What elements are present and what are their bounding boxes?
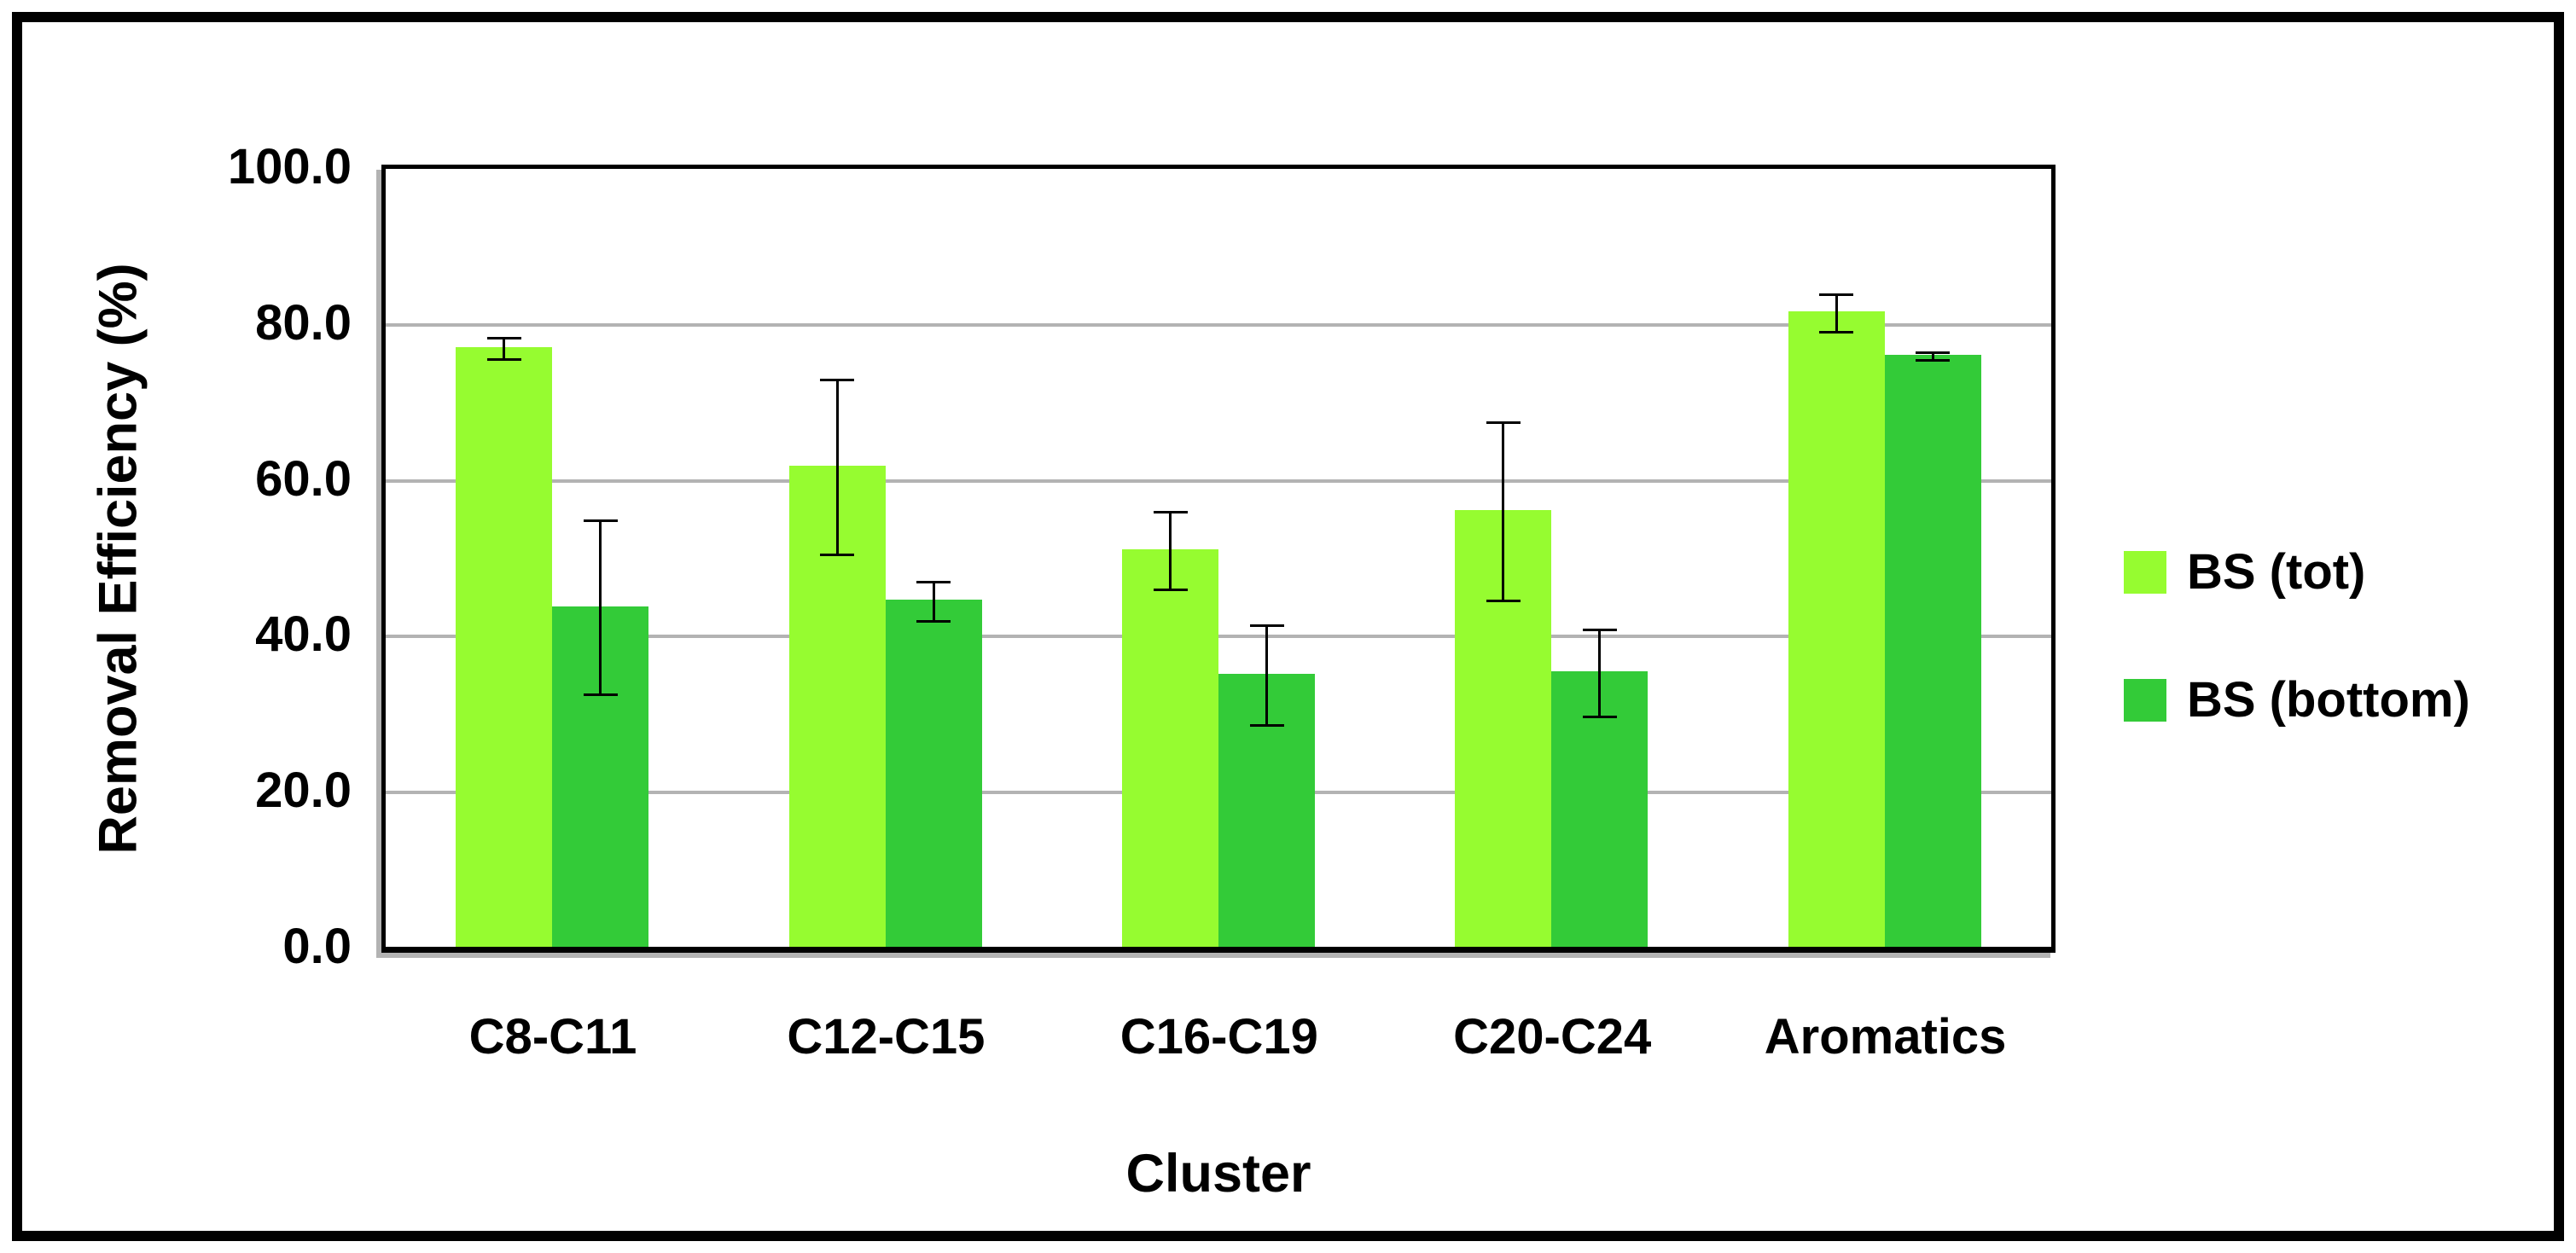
x-tick-label-c20-c24: C20-C24: [1453, 1009, 1652, 1064]
error-bar-cap-bottom: [916, 619, 951, 623]
gridline-80: [386, 322, 2051, 327]
error-bar-line: [1931, 352, 1934, 361]
error-bar-line: [1598, 629, 1602, 717]
legend-label-bs-tot: BS (tot): [2187, 544, 2366, 600]
legend-item-bs-bottom: BS (bottom): [2124, 674, 2470, 727]
error-bar-line: [932, 582, 935, 622]
x-axis-title: Cluster: [1125, 1144, 1311, 1204]
error-bar-line: [503, 338, 506, 360]
error-bar-cap-bottom: [1153, 589, 1188, 592]
error-bar-cap-top: [1153, 510, 1188, 513]
error-bar-cap-top: [1249, 624, 1284, 628]
x-tick-label-c12-c15: C12-C15: [787, 1009, 986, 1064]
legend-label-bs-bottom: BS (bottom): [2187, 672, 2470, 728]
error-bar-cap-bottom: [1486, 599, 1521, 602]
error-bar-cap-bottom: [1819, 330, 1854, 334]
bar-bsbottom-aromatics: [1884, 355, 1981, 947]
legend: BS (tot) BS (bottom): [2124, 546, 2470, 802]
error-bar-line: [1502, 422, 1505, 601]
x-tick-label-c8-c11: C8-C11: [468, 1009, 637, 1064]
error-bar-cap-top: [583, 519, 618, 522]
y-tick-label-60.0: 60.0: [255, 450, 352, 507]
plot-inner: [386, 169, 2051, 947]
x-tick-label-aromatics: Aromatics: [1764, 1009, 2007, 1064]
error-bar-line: [1169, 512, 1172, 590]
error-bar-line: [1835, 294, 1838, 332]
bar-bsbottom-c12-c15: [885, 600, 982, 947]
bar-bstot-c8-c11: [456, 347, 553, 947]
y-tick-label-80.0: 80.0: [255, 294, 352, 351]
legend-swatch-bs-tot: [2124, 551, 2166, 594]
error-bar-cap-top: [486, 336, 521, 339]
error-bar-cap-top: [916, 580, 951, 583]
bar-bstot-aromatics: [1788, 311, 1885, 947]
gridline-60: [386, 479, 2051, 483]
y-tick-label-0.0: 0.0: [282, 919, 352, 974]
error-bar-line: [599, 520, 602, 695]
bar-bstot-c16-c19: [1122, 548, 1218, 947]
error-bar-cap-bottom: [1249, 724, 1284, 728]
error-bar-cap-bottom: [820, 553, 855, 556]
error-bar-cap-top: [1916, 351, 1951, 355]
y-tick-label-20.0: 20.0: [255, 763, 352, 819]
y-tick-label-40.0: 40.0: [255, 606, 352, 663]
error-bar-line: [1265, 625, 1268, 726]
error-bar-cap-bottom: [1582, 716, 1617, 719]
y-tick-label-100.0: 100.0: [227, 139, 352, 194]
x-tick-label-c16-c19: C16-C19: [1119, 1009, 1318, 1064]
legend-item-bs-tot: BS (tot): [2124, 546, 2470, 599]
error-bar-cap-top: [1819, 293, 1854, 296]
error-bar-cap-bottom: [486, 358, 521, 362]
plot-area: [381, 165, 2056, 953]
error-bar-cap-top: [820, 379, 855, 382]
error-bar-cap-bottom: [1916, 359, 1951, 363]
gridline-40: [386, 635, 2051, 639]
error-bar-cap-top: [1582, 628, 1617, 631]
error-bar-cap-top: [1486, 421, 1521, 425]
error-bar-cap-bottom: [583, 693, 618, 697]
legend-swatch-bs-bottom: [2124, 679, 2166, 722]
error-bar-line: [835, 380, 839, 555]
